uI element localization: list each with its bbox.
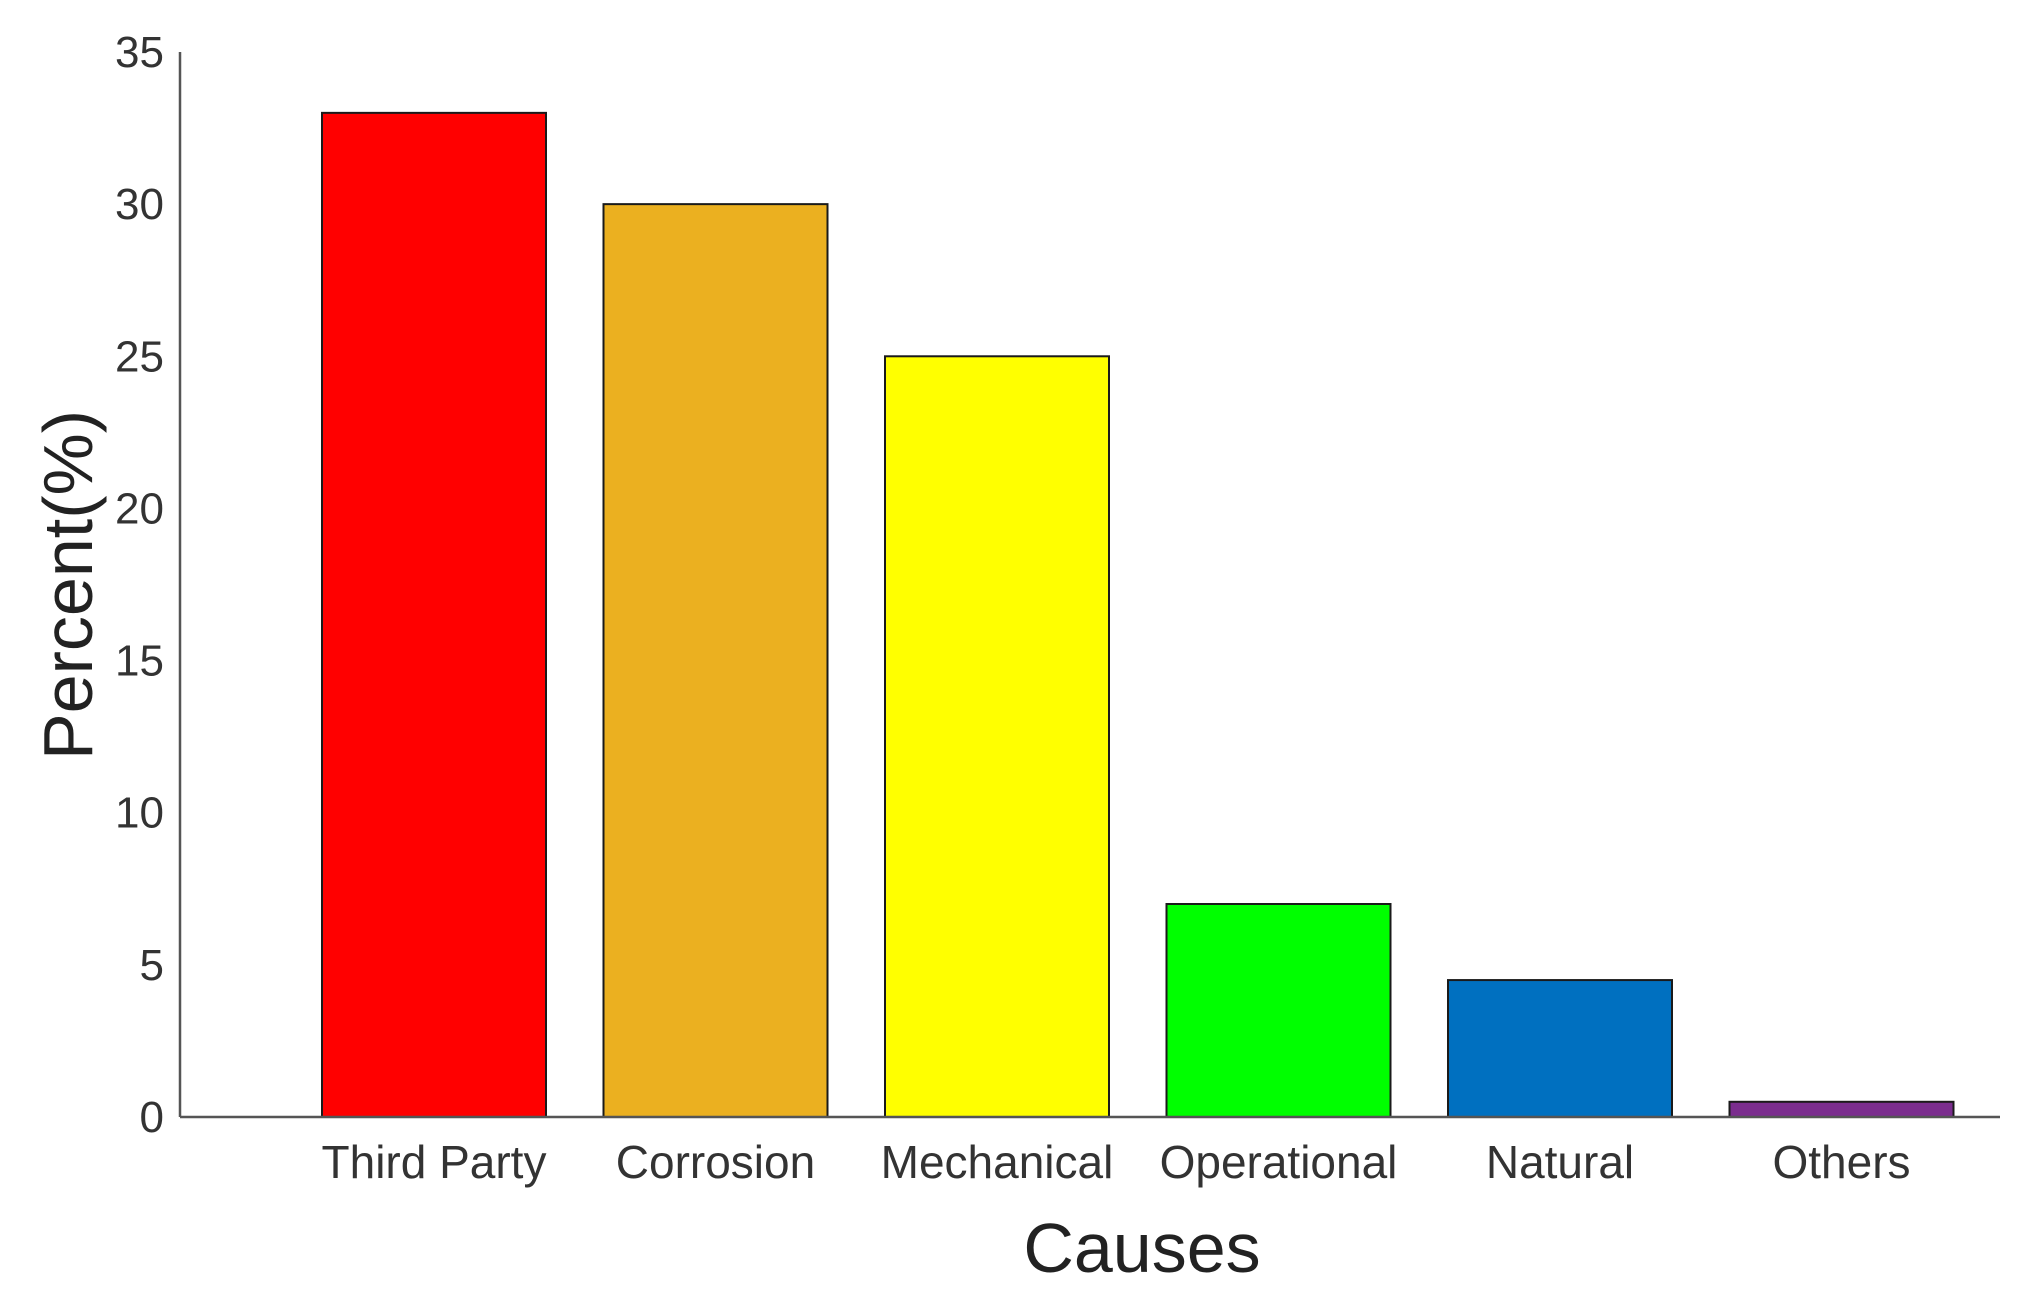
y-tick-label: 30 [115, 180, 164, 229]
y-tick-label: 20 [115, 484, 164, 533]
bar-others [1728, 1100, 1955, 1119]
bars-layer [321, 111, 1955, 1119]
bar-corrosion [602, 203, 829, 1118]
axes-layer [178, 52, 2000, 1119]
x-tick-label: Corrosion [616, 1136, 815, 1188]
y-tick-label: 0 [140, 1093, 164, 1142]
y-tick-label: 35 [115, 28, 164, 77]
x-tick-label: Others [1772, 1136, 1910, 1188]
x-tick-label: Natural [1486, 1136, 1634, 1188]
bar-natural [1447, 979, 1673, 1118]
x-axis-title: Causes [1023, 1209, 1260, 1287]
y-axis-title: Percent(%) [29, 410, 107, 760]
y-tick-label: 15 [115, 637, 164, 686]
y-tick-labels: 0 5 10 15 20 25 30 35 [115, 28, 164, 1142]
y-tick-label: 25 [115, 332, 164, 381]
bar-mechanical [884, 355, 1110, 1118]
y-tick-label: 10 [115, 789, 164, 838]
x-tick-label: Third Party [322, 1136, 547, 1188]
y-tick-label: 5 [140, 941, 164, 990]
bar-operational [1165, 903, 1392, 1118]
x-tick-label: Mechanical [881, 1136, 1114, 1188]
x-tick-labels: Third Party Corrosion Mechanical Operationa… [322, 1136, 1911, 1188]
x-tick-label: Operational [1160, 1136, 1398, 1188]
bar-third-party [321, 111, 547, 1119]
